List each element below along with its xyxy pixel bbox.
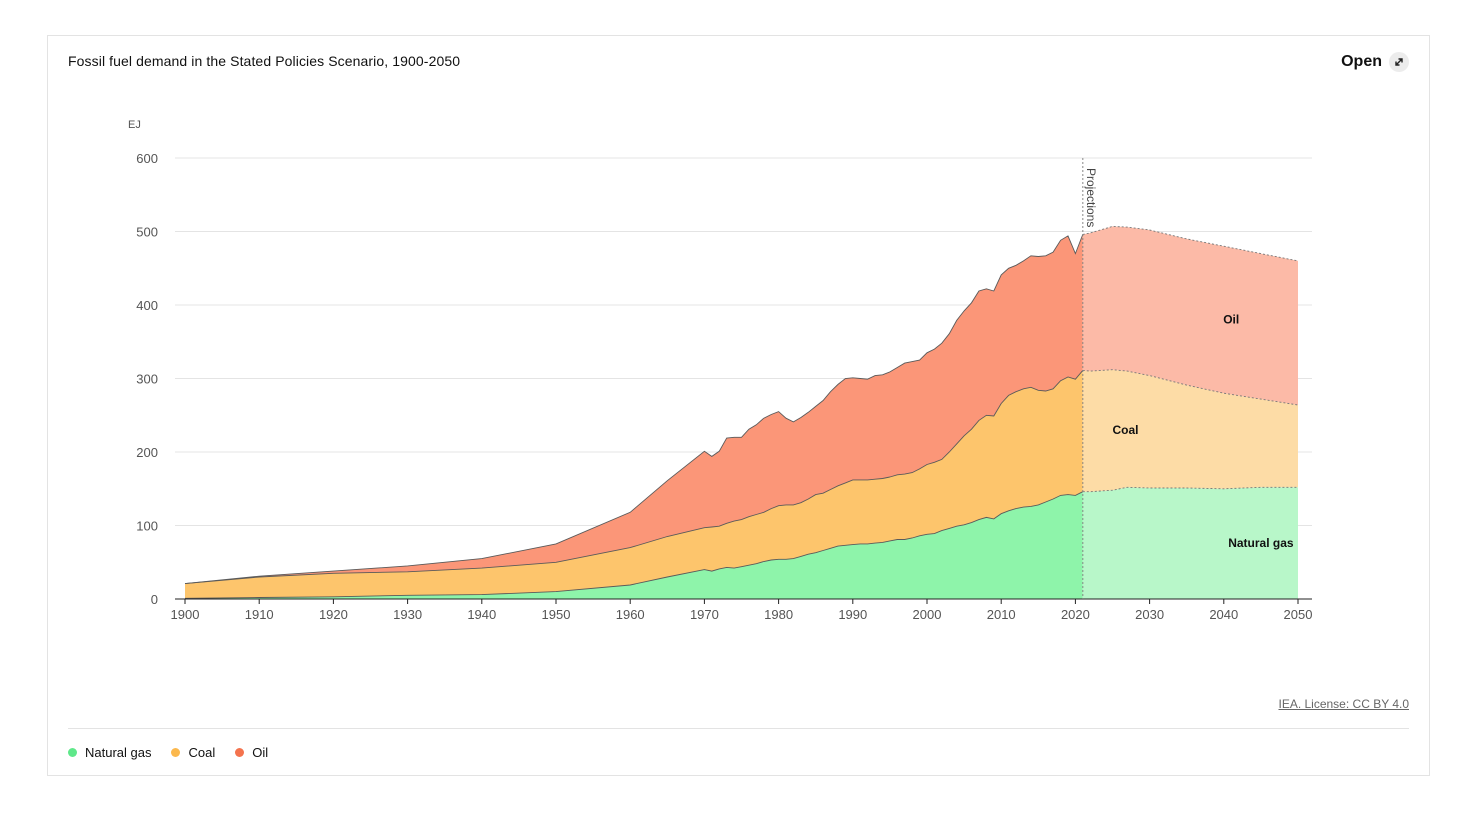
series-label-natural-gas: Natural gas [1228,536,1294,550]
y-tick-label: 100 [136,519,158,534]
legend-item-oil[interactable]: Oil [235,745,268,760]
open-label: Open [1341,53,1382,70]
x-tick-label: 2010 [987,607,1016,622]
y-axis-unit: EJ [128,119,141,131]
license-link[interactable]: IEA. License: CC BY 4.0 [1278,697,1409,711]
x-tick-label: 1980 [764,607,793,622]
legend-item-coal[interactable]: Coal [171,745,215,760]
y-tick-label: 300 [136,372,158,387]
line-coal-projection [1082,369,1299,406]
y-tick-label: 400 [136,298,158,313]
line-coal-historical [184,370,1084,585]
x-tick-label: 1960 [616,607,645,622]
x-tick-label: 2040 [1209,607,1238,622]
y-tick-label: 0 [151,592,158,607]
x-tick-label: 2030 [1135,607,1164,622]
legend-label: Natural gas [85,745,152,760]
series-label-coal: Coal [1113,423,1139,437]
line-oil-historical [184,234,1084,585]
x-tick-label: 1930 [393,607,422,622]
x-tick-label: 2020 [1061,607,1090,622]
area-coal-historical [185,370,1083,599]
area-coal-projection [1082,369,1298,492]
legend: Natural gas Coal Oil [68,745,268,760]
line-oil-projection [1082,225,1299,262]
x-tick-label: 1970 [690,607,719,622]
x-tick-label: 2000 [913,607,942,622]
expand-icon [1389,52,1409,72]
x-tick-label: 1950 [542,607,571,622]
legend-label: Oil [252,745,269,760]
x-tick-label: 1940 [467,607,496,622]
x-tick-label: 1920 [319,607,348,622]
area-chart: 0 100 200 300 400 500 600 EJ 1900 1910 1920 1930 194… [128,119,1313,622]
area-oil-historical [185,234,1083,584]
chart-card: Fossil fuel demand in the Stated Policie… [47,35,1430,776]
legend-divider [68,728,1409,729]
series-label-oil: Oil [1223,313,1239,327]
open-button[interactable]: Open [1341,52,1409,72]
legend-label: Coal [188,745,216,760]
line-natural-gas-historical [184,491,1084,599]
area-oil-projection [1082,226,1298,405]
area-natural-gas-historical [185,491,1083,599]
y-tick-label: 200 [136,445,158,460]
x-tick-label: 1900 [171,607,200,622]
area-natural-gas-projection [1082,487,1298,599]
y-tick-label: 500 [136,225,158,240]
legend-dot-oil [235,748,245,757]
x-tick-label: 1990 [838,607,867,622]
legend-dot-coal [171,748,181,757]
projection-label: Projections [1084,168,1098,227]
y-tick-label: 600 [136,151,158,166]
x-tick-label: 2050 [1284,607,1313,622]
legend-dot-natural-gas [68,748,77,757]
x-tick-label: 1910 [245,607,274,622]
chart-title: Fossil fuel demand in the Stated Policie… [68,53,461,69]
legend-item-natural-gas[interactable]: Natural gas [68,745,151,760]
